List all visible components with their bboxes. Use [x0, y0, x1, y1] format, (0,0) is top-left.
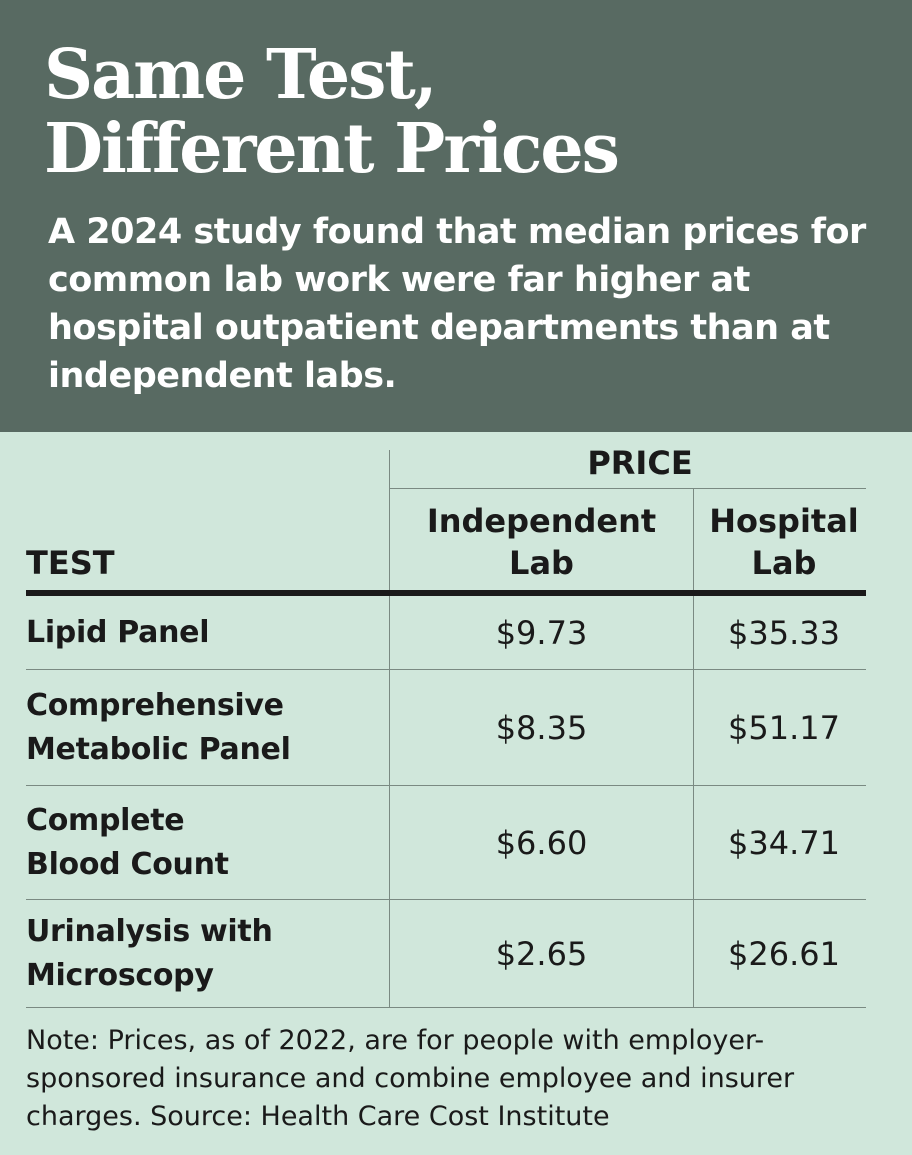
hospital-header-line-2: Lab [751, 544, 817, 582]
row-divider [26, 785, 866, 786]
table-row: Urinalysis with Microscopy $2.65 $26.61 [0, 900, 912, 1008]
title-line-2: Different Prices [44, 109, 620, 189]
independent-lab-price: $2.65 [495, 935, 588, 973]
price-group-header: PRICE [587, 444, 693, 482]
subtitle: A 2024 study found that median prices fo… [48, 212, 866, 396]
independent-lab-price: $9.73 [495, 614, 588, 652]
footnote: Note: Prices, as of 2022, are for people… [26, 1025, 795, 1132]
independent-header-line-1: Independent [426, 502, 657, 540]
price-group-underline [390, 488, 866, 489]
test-column-header: TEST [26, 544, 115, 582]
row-divider [26, 669, 866, 670]
test-name-line: Metabolic Panel [26, 732, 291, 767]
table-row: Complete Blood Count $6.60 $34.71 [0, 786, 912, 900]
row-divider [26, 1007, 866, 1008]
table-row: Lipid Panel $9.73 $35.33 [0, 596, 912, 670]
header-rule [26, 590, 866, 596]
independent-lab-column-header: Independent Lab [390, 500, 693, 584]
test-name: Comprehensive Metabolic Panel [26, 684, 386, 772]
test-name-line: Urinalysis with [26, 914, 273, 949]
independent-lab-price: $8.35 [495, 709, 588, 747]
column-divider-2 [693, 488, 694, 1008]
title: Same Test, Different Prices [44, 38, 884, 186]
independent-header-line-2: Lab [509, 544, 574, 582]
test-name-line: Lipid Panel [26, 615, 210, 650]
column-divider-1 [389, 450, 390, 1008]
table-row: Comprehensive Metabolic Panel $8.35 $51.17 [0, 670, 912, 786]
hospital-header-line-1: Hospital [709, 502, 859, 540]
test-name-line: Comprehensive [26, 688, 284, 723]
hospital-lab-price: $35.33 [728, 614, 840, 652]
hospital-lab-price: $34.71 [728, 824, 840, 862]
test-name-line: Complete [26, 803, 185, 838]
test-name: Complete Blood Count [26, 799, 386, 887]
hospital-lab-price: $51.17 [728, 709, 840, 747]
title-line-1: Same Test, [44, 35, 437, 115]
test-name-line: Microscopy [26, 958, 214, 993]
test-name: Lipid Panel [26, 611, 386, 655]
independent-lab-price: $6.60 [495, 824, 588, 862]
hospital-lab-column-header: Hospital Lab [694, 500, 874, 584]
price-table: PRICE TEST Independent Lab Hospital Lab … [0, 432, 912, 1012]
row-divider [26, 899, 866, 900]
test-name-line: Blood Count [26, 847, 229, 882]
test-name: Urinalysis with Microscopy [26, 910, 386, 998]
header-panel: Same Test, Different Prices A 2024 study… [0, 0, 912, 432]
hospital-lab-price: $26.61 [728, 935, 840, 973]
